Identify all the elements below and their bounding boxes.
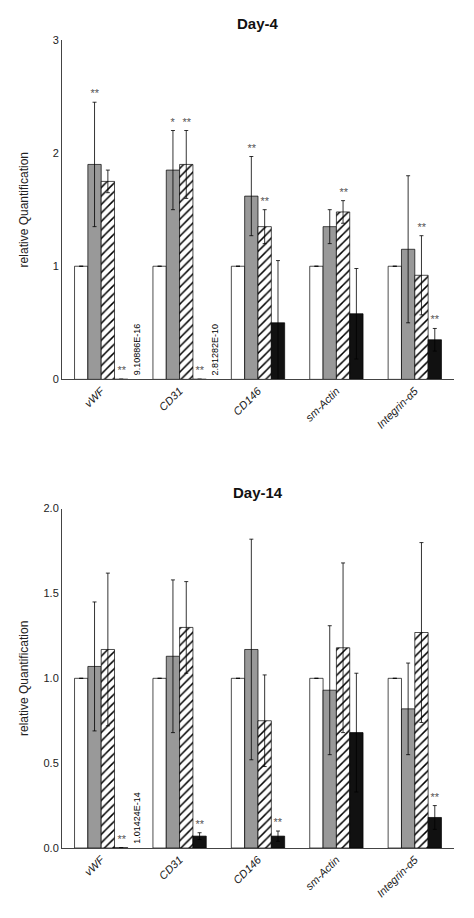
svg-text:**: **	[273, 816, 282, 828]
svg-text:CD146: CD146	[231, 853, 264, 886]
svg-text:**: **	[417, 221, 426, 233]
svg-text:*: *	[170, 116, 175, 128]
svg-text:**: **	[260, 195, 269, 207]
svg-text:**: **	[195, 364, 204, 376]
svg-text:1.5: 1.5	[44, 587, 59, 599]
svg-text:sm-Actin: sm-Actin	[303, 385, 342, 424]
svg-text:2: 2	[53, 147, 59, 159]
svg-text:relative Quantification: relative Quantification	[17, 621, 31, 736]
svg-text:vWF: vWF	[82, 853, 107, 878]
svg-text:**: **	[430, 791, 439, 803]
svg-text:Integrin-α5: Integrin-α5	[374, 853, 420, 899]
svg-text:**: **	[90, 87, 99, 99]
svg-text:**: **	[182, 116, 191, 128]
svg-text:**: **	[247, 142, 256, 154]
svg-text:CD31: CD31	[157, 854, 185, 882]
svg-text:**: **	[195, 818, 204, 830]
svg-text:Day-4: Day-4	[237, 15, 279, 32]
svg-text:1: 1	[53, 260, 59, 272]
svg-text:**: **	[117, 833, 126, 845]
svg-text:**: **	[339, 186, 348, 198]
svg-text:1.01424E-14: 1.01424E-14	[132, 792, 142, 844]
svg-text:**: **	[117, 364, 126, 376]
svg-text:2.81282E-10: 2.81282E-10	[210, 324, 220, 376]
svg-text:Day-14: Day-14	[233, 484, 283, 501]
svg-text:0.5: 0.5	[44, 757, 59, 769]
svg-text:Integrin-α5: Integrin-α5	[374, 384, 420, 430]
svg-text:2.0: 2.0	[44, 502, 59, 514]
svg-text:CD31: CD31	[157, 385, 185, 413]
svg-text:0.0: 0.0	[44, 842, 59, 854]
svg-text:relative Quantification: relative Quantification	[17, 152, 31, 267]
svg-text:0: 0	[53, 373, 59, 385]
svg-text:1.0: 1.0	[44, 672, 59, 684]
svg-text:3: 3	[53, 34, 59, 46]
svg-text:vWF: vWF	[82, 384, 107, 409]
svg-text:**: **	[430, 313, 439, 325]
svg-text:CD146: CD146	[231, 384, 264, 417]
svg-text:9.10886E-16: 9.10886E-16	[132, 324, 142, 376]
svg-text:sm-Actin: sm-Actin	[303, 854, 342, 893]
